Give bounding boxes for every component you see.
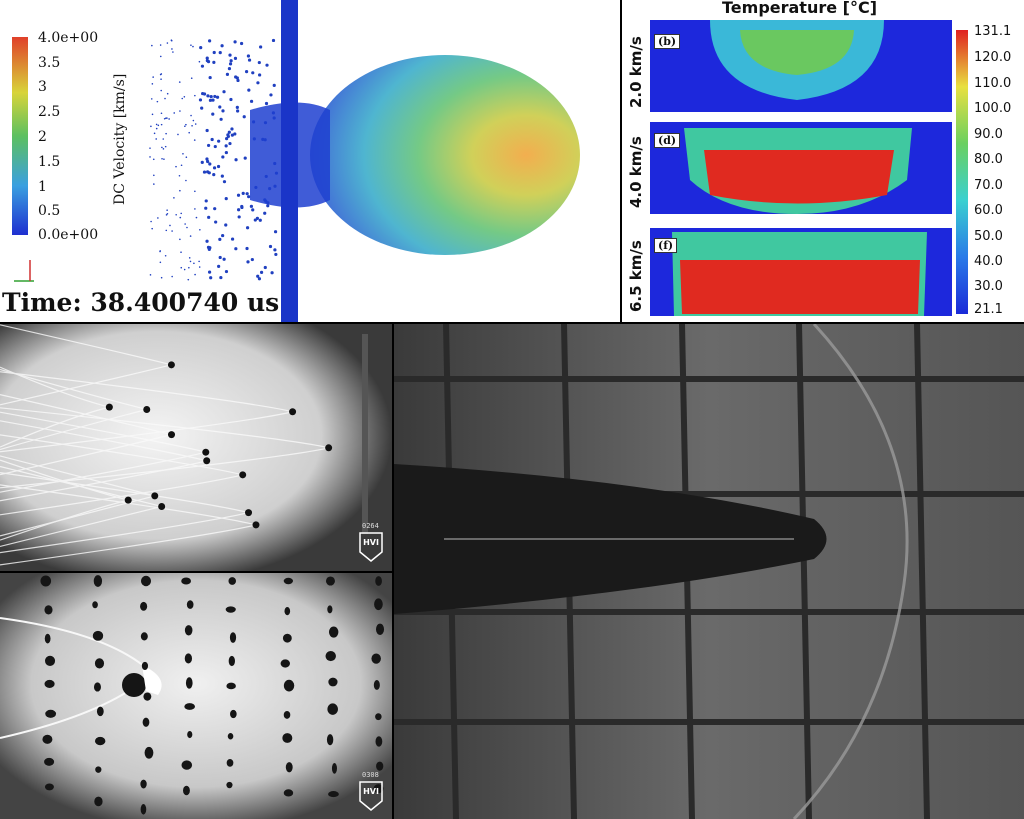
temp-tick: 30.0 [974,279,1003,294]
shadowgraph-bottom: 0308 HVI [0,573,392,819]
velocity-label: 6.5 km/s [627,240,645,312]
temp-tick: 60.0 [974,203,1003,218]
frame-number: 0308 [362,771,379,779]
time-label: Time: 38.400740 us [2,288,280,317]
simulation-panel: DC Velocity [km/s] 4.0e+00 3.5 3 2.5 2 1… [0,0,620,322]
debris-cloud [310,55,580,255]
colorbar-tick: 3 [38,79,47,95]
temp-tick: 110.0 [974,76,1012,91]
colorbar-tick: 4.0e+00 [38,30,99,46]
hvi-logo-icon: HVI [359,781,383,811]
frame-number: 0264 [362,522,379,530]
temperature-panel: Temperature [°C] (b) (d) (f) 2.0 km/s 4.… [622,0,1024,322]
colorbar-tick: 2.5 [38,104,61,120]
colorbar [12,37,28,235]
debris-left [149,38,279,281]
temperature-title: Temperature [°C] [722,0,878,17]
temperature-render [650,20,968,316]
simulation-render [12,0,580,322]
temp-tick: 100.0 [974,101,1012,116]
panel-label: (f) [654,238,678,253]
temp-tick: 40.0 [974,254,1003,269]
colorbar-title: DC Velocity [km/s] [112,73,128,205]
temp-tick: 50.0 [974,229,1003,244]
panel-label: (d) [654,133,681,148]
colorbar-tick: 1 [38,179,47,195]
temp-tick: 131.1 [974,24,1012,39]
colorbar-tick: 3.5 [38,55,61,71]
svg-text:HVI: HVI [363,787,379,796]
temp-tick: 70.0 [974,178,1003,193]
velocity-label: 4.0 km/s [627,136,645,208]
svg-text:HVI: HVI [363,538,379,547]
shadowgraph-top: 0264 HVI [0,324,392,571]
colorbar-tick: 0.5 [38,203,61,219]
temp-tick: 80.0 [974,152,1003,167]
temp-tick: 90.0 [974,127,1003,142]
colorbar-tick: 0.0e+00 [38,227,99,243]
temp-colorbar [956,30,968,314]
panel-label: (b) [654,34,681,49]
projectile-photo [394,324,1024,819]
colorbar-tick: 2 [38,129,47,145]
target-plate [281,0,298,322]
velocity-label: 2.0 km/s [627,36,645,108]
temp-tick: 120.0 [974,50,1012,65]
hvi-logo-icon: HVI [359,532,383,562]
colorbar-tick: 1.5 [38,154,61,170]
temp-tick: 21.1 [974,302,1003,317]
